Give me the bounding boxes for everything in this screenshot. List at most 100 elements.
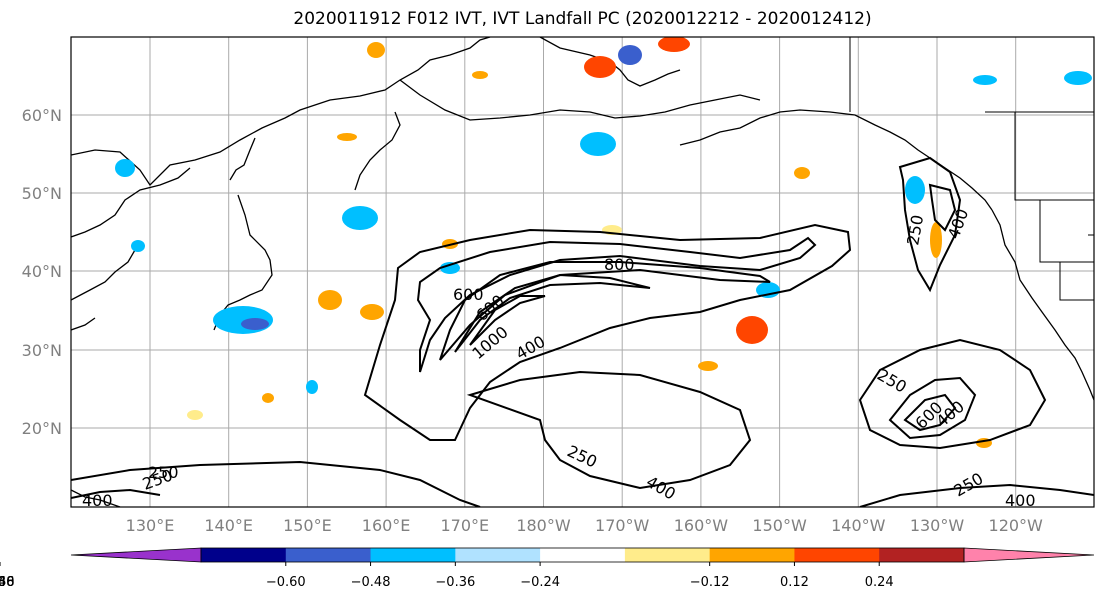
patch-positive-strong: [736, 316, 768, 344]
colorbar-segment: [624, 548, 711, 562]
contour-400-coast: [928, 183, 957, 232]
colorbar-segment: [709, 548, 795, 562]
latitude-label: 60°N: [22, 106, 62, 125]
pc-shading: [115, 37, 1092, 448]
latitude-labels: 60°N 50°N 40°N 30°N 20°N: [22, 106, 62, 438]
colorbar-tick-label: 0.24: [865, 575, 894, 590]
patch-positive: [262, 393, 274, 403]
colorbar-segment: [879, 548, 965, 562]
contour-250-east: [858, 338, 1047, 450]
colorbar: [70, 547, 1095, 563]
patch-negative: [973, 75, 997, 85]
patch-positive: [360, 304, 384, 320]
contour-label: 250: [148, 463, 179, 482]
contour-label: 400: [82, 491, 113, 510]
contour-250-southwest: [71, 460, 481, 507]
asia-coast-east: [71, 167, 191, 238]
colorbar-segment: [540, 548, 626, 562]
longitude-label: 130°W: [910, 516, 965, 535]
longitude-label: 140°E: [204, 516, 253, 535]
patch-positive-strong: [658, 37, 690, 52]
patch-negative: [342, 206, 378, 230]
colorbar-tick-label: −0.48: [351, 575, 391, 590]
contour-600-east: [903, 393, 957, 432]
contour-600: [439, 261, 771, 361]
contour-400-southwest: [71, 488, 161, 499]
colorbar-ticks: −0.60 −0.48 −0.36 −0.24 −0.12 0.12 0.24 0.360.4…: [0, 562, 894, 590]
longitude-label: 150°W: [752, 516, 807, 535]
longitude-label: 160°W: [674, 516, 729, 535]
longitude-label: 130°E: [126, 516, 175, 535]
patch-positive-weak: [187, 410, 203, 420]
alaska-west: [539, 37, 681, 87]
patch-negative: [115, 159, 135, 177]
south-china-coast: [71, 317, 96, 331]
latitude-label: 20°N: [22, 419, 62, 438]
contour-1000: [469, 295, 546, 346]
contour-label: 600: [453, 285, 484, 304]
map-title: 2020011912 F012 IVT, IVT Landfall PC (20…: [293, 9, 872, 29]
longitude-label: 170°W: [595, 516, 650, 535]
patch-negative: [306, 380, 318, 394]
patch-positive: [472, 71, 488, 79]
japan: [213, 194, 273, 331]
latitude-label: 50°N: [22, 184, 62, 203]
contour-label: 800: [604, 255, 635, 274]
longitude-label: 150°E: [283, 516, 332, 535]
patch-positive: [337, 133, 357, 141]
latitude-label: 30°N: [22, 341, 62, 360]
colorbar-extend-high: [963, 547, 1095, 563]
longitude-label: 180°W: [516, 516, 571, 535]
canada-us-border: [1014, 112, 1094, 201]
colorbar-tick-label: 0.48: [0, 575, 14, 590]
patch-negative: [440, 262, 460, 274]
map-frame: [70, 36, 1095, 508]
kamchatka: [354, 111, 401, 191]
contour-250-south: [466, 370, 752, 490]
colorbar-tick-label: −0.36: [435, 575, 475, 590]
contour-800: [454, 273, 651, 353]
longitude-labels: 130°E 140°E 150°E 160°E 170°E 180°W 170°W 160°W…: [126, 516, 1043, 535]
colorbar-frame: [200, 547, 965, 563]
patch-negative-strong: [241, 318, 269, 330]
longitude-label: 140°W: [831, 516, 886, 535]
colorbar-tick-label: 0.12: [780, 575, 809, 590]
contour-250: [363, 223, 852, 441]
colorbar-segment: [370, 548, 456, 562]
colorbar-tick-label: −0.24: [520, 575, 560, 590]
patch-positive-strong: [584, 56, 616, 78]
contour-400-east: [888, 376, 977, 440]
colorbar-segment: [201, 548, 287, 562]
patch-positive: [318, 290, 342, 310]
contour-250-coast: [898, 156, 962, 293]
latitude-label: 40°N: [22, 262, 62, 281]
patch-positive: [367, 42, 385, 58]
patch-negative-strong: [618, 45, 642, 65]
colorbar-tick-label: −0.12: [690, 575, 730, 590]
map-panel: 800 600 600 1000 400 250 250 400 250 400…: [70, 36, 1095, 510]
contour-400: [416, 236, 817, 373]
bering-coast: [399, 79, 761, 121]
contour-label: 400: [1005, 491, 1036, 510]
gulf-of-alaska: [679, 109, 993, 211]
colorbar-tick-label: −0.60: [266, 575, 306, 590]
patch-negative: [905, 176, 925, 204]
colorbar-tick-label: 0.60: [0, 575, 14, 590]
map-background: [71, 37, 1094, 507]
colorbar-segment: [285, 548, 372, 562]
asia-coast-north: [71, 37, 491, 187]
patch-negative: [580, 132, 616, 156]
patch-positive: [794, 167, 810, 179]
north-america-west-coast: [991, 209, 1094, 401]
state-border-1: [1039, 200, 1094, 263]
state-border-2: [1059, 262, 1094, 301]
longitude-label: 170°E: [440, 516, 489, 535]
longitude-label: 120°W: [989, 516, 1044, 535]
colorbar-tick-label: 0.36: [0, 575, 14, 590]
colorbar-segment: [455, 548, 541, 562]
philippines: [71, 489, 121, 507]
contour-250-southeast: [859, 483, 1094, 507]
patch-negative: [131, 240, 145, 252]
coastlines: [71, 37, 1094, 507]
